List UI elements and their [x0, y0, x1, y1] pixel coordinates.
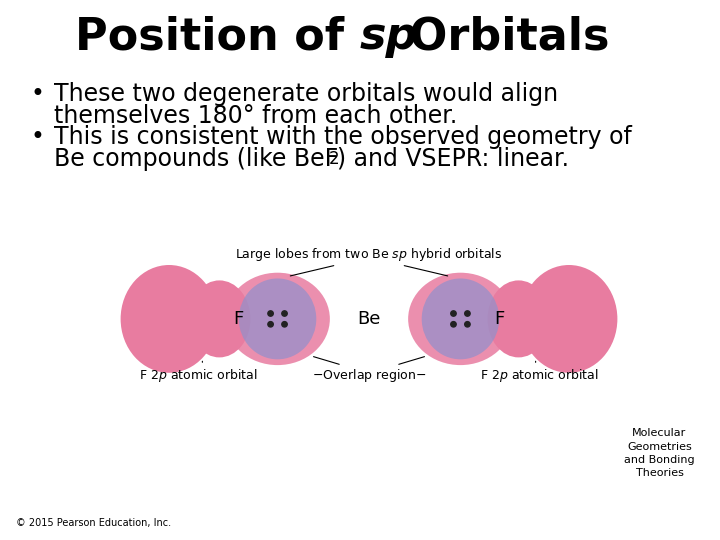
Circle shape	[282, 322, 287, 327]
Circle shape	[268, 322, 274, 327]
Text: Large lobes from two Be $sp$ hybrid orbitals: Large lobes from two Be $sp$ hybrid orbi…	[235, 246, 503, 264]
Text: sp: sp	[360, 15, 418, 58]
Circle shape	[464, 322, 470, 327]
Text: 2: 2	[328, 150, 339, 168]
Ellipse shape	[487, 280, 549, 357]
Circle shape	[282, 311, 287, 316]
Ellipse shape	[189, 280, 251, 357]
Text: F: F	[494, 310, 504, 328]
Circle shape	[451, 322, 456, 327]
Ellipse shape	[408, 273, 513, 365]
Text: •: •	[30, 82, 44, 106]
Text: $-$Overlap region$-$: $-$Overlap region$-$	[312, 367, 426, 383]
Text: Molecular
Geometries
and Bonding
Theories: Molecular Geometries and Bonding Theorie…	[624, 428, 695, 478]
Circle shape	[451, 311, 456, 316]
Text: •: •	[30, 125, 44, 149]
Text: These two degenerate orbitals would align: These two degenerate orbitals would alig…	[54, 82, 558, 106]
Text: F 2$p$ atomic orbital: F 2$p$ atomic orbital	[139, 367, 258, 383]
Text: © 2015 Pearson Education, Inc.: © 2015 Pearson Education, Inc.	[16, 518, 171, 528]
Ellipse shape	[121, 265, 217, 373]
Ellipse shape	[239, 279, 316, 359]
Text: F: F	[234, 310, 244, 328]
Ellipse shape	[521, 265, 617, 373]
Text: themselves 180° from each other.: themselves 180° from each other.	[54, 104, 457, 127]
Text: Position of: Position of	[76, 15, 360, 58]
Text: Orbitals: Orbitals	[394, 15, 609, 58]
Text: F 2$p$ atomic orbital: F 2$p$ atomic orbital	[480, 367, 599, 383]
Circle shape	[268, 311, 274, 316]
Text: Be compounds (like BeF: Be compounds (like BeF	[54, 147, 338, 171]
Circle shape	[464, 311, 470, 316]
Text: ) and VSEPR: linear.: ) and VSEPR: linear.	[337, 147, 569, 171]
Ellipse shape	[422, 279, 499, 359]
Text: This is consistent with the observed geometry of: This is consistent with the observed geo…	[54, 125, 632, 149]
Ellipse shape	[225, 273, 330, 365]
Text: Be: Be	[357, 310, 381, 328]
